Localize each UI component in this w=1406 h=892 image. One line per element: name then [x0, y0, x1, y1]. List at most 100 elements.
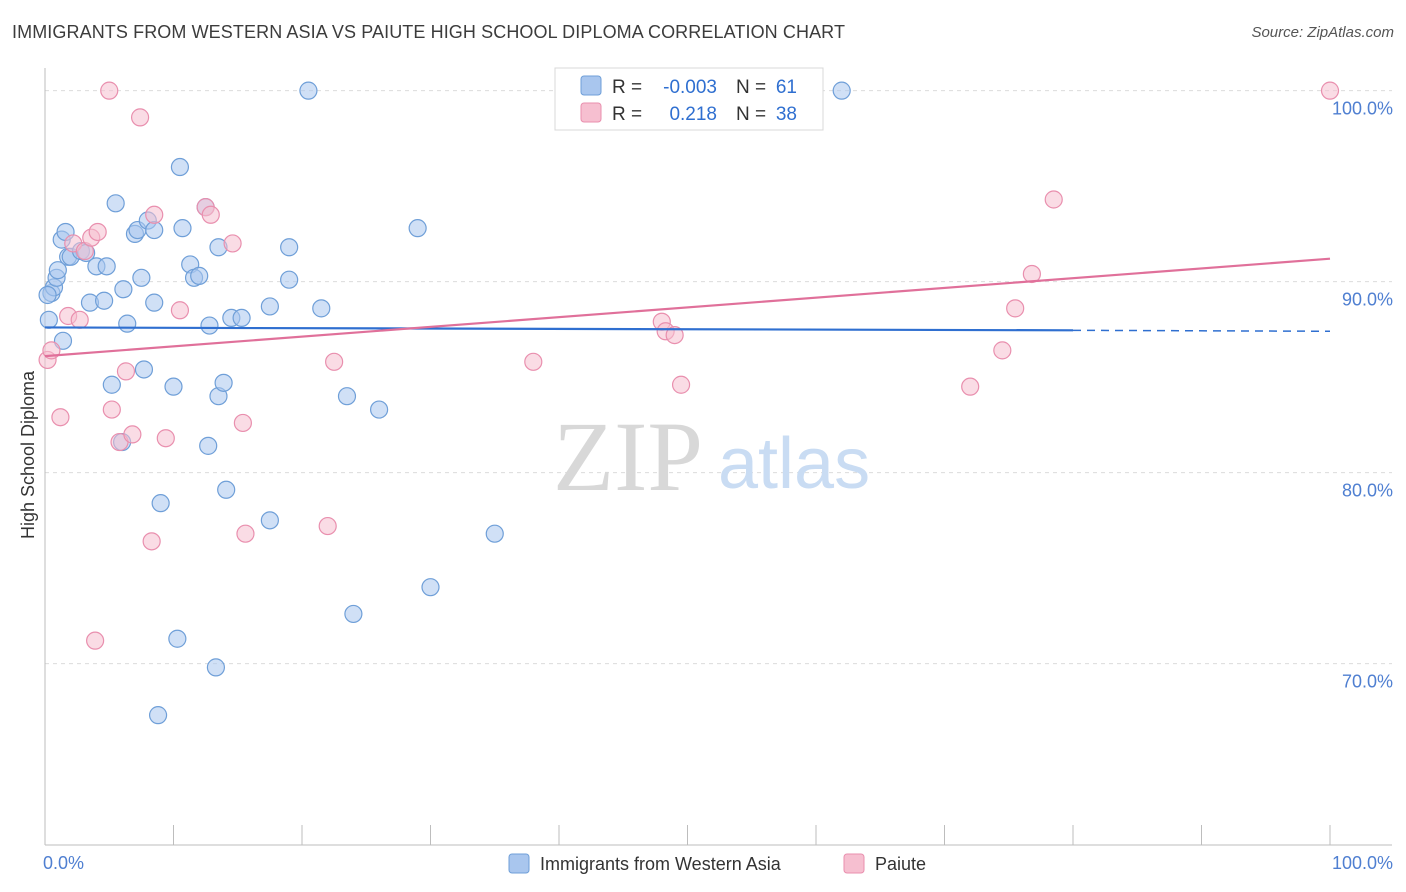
point-paiute	[70, 310, 89, 329]
point-western-asia	[832, 81, 851, 100]
point-paiute	[318, 516, 337, 536]
point-western-asia	[370, 400, 389, 419]
x-tick-label: 100.0%	[1332, 853, 1393, 873]
trend-line-western-asia	[44, 326, 1074, 332]
chart-title: IMMIGRANTS FROM WESTERN ASIA VS PAIUTE H…	[12, 22, 846, 42]
source-label: Source: ZipAtlas.com	[1251, 24, 1394, 41]
point-paiute	[961, 377, 980, 396]
legend-blue-swatch	[508, 853, 530, 874]
point-western-asia	[280, 270, 299, 289]
point-paiute	[156, 429, 175, 448]
point-western-asia	[217, 480, 236, 499]
legend: Immigrants from Western Asia Paiute	[508, 853, 926, 874]
point-paiute	[1022, 264, 1041, 284]
legend-pink-label: Paiute	[875, 854, 926, 874]
y-axis-label: High School Diploma	[18, 370, 38, 539]
watermark-atlas: atlas	[718, 424, 870, 504]
y-tick-label: 90.0%	[1342, 290, 1393, 310]
point-paiute	[1006, 299, 1025, 318]
point-paiute	[170, 301, 190, 320]
stats-box: R = -0.003 N = 61 R = 0.218 N = 38	[554, 67, 824, 131]
point-western-asia	[48, 261, 67, 280]
point-western-asia	[232, 308, 251, 328]
point-western-asia	[173, 219, 192, 238]
point-paiute	[86, 631, 105, 650]
stats-pink-r-value: 0.218	[669, 104, 717, 125]
point-western-asia	[421, 578, 440, 597]
point-western-asia	[260, 297, 279, 316]
y-tick-label: 70.0%	[1342, 672, 1393, 692]
point-paiute	[233, 413, 252, 433]
point-western-asia	[145, 293, 164, 312]
point-paiute	[993, 341, 1012, 360]
point-western-asia	[299, 81, 318, 100]
point-western-asia	[148, 706, 168, 725]
legend-pink-swatch	[843, 853, 865, 874]
point-western-asia	[200, 316, 219, 335]
x-tick-labels: 0.0% 100.0%	[43, 853, 1393, 873]
stats-blue-r-label: R =	[612, 77, 642, 98]
y-tick-label: 80.0%	[1342, 481, 1393, 501]
point-western-asia	[168, 629, 187, 648]
gridlines	[45, 90, 1392, 665]
watermark-zip: ZIP	[553, 401, 703, 512]
point-western-asia	[214, 373, 233, 392]
point-paiute	[201, 205, 220, 224]
point-western-asia	[106, 194, 125, 213]
point-paiute	[665, 325, 684, 345]
stats-pink-r-label: R =	[612, 104, 642, 125]
point-western-asia	[164, 377, 183, 396]
axes	[44, 68, 1392, 846]
point-paiute	[325, 352, 344, 371]
point-paiute	[123, 425, 142, 444]
point-western-asia	[312, 299, 331, 318]
point-western-asia	[190, 266, 209, 285]
trend-line-western-asia-extension	[1072, 329, 1331, 333]
point-western-asia	[260, 511, 279, 530]
trend-lines	[44, 257, 1331, 358]
point-paiute	[1320, 81, 1340, 100]
y-tick-label: 100.0%	[1332, 99, 1393, 119]
stats-pink-n-label: N =	[736, 104, 766, 125]
point-western-asia	[344, 604, 363, 624]
point-paiute	[236, 524, 255, 543]
point-western-asia	[134, 360, 154, 379]
point-paiute	[1044, 190, 1063, 209]
point-western-asia	[38, 285, 57, 305]
x-tick-label: 0.0%	[43, 853, 84, 873]
point-western-asia	[95, 291, 114, 310]
stats-blue-n-label: N =	[736, 77, 766, 98]
point-western-asia	[114, 280, 133, 299]
point-western-asia	[408, 219, 427, 238]
point-western-asia	[118, 314, 137, 333]
point-paiute	[130, 108, 150, 127]
stats-pink-swatch	[580, 102, 602, 123]
point-western-asia	[39, 310, 58, 329]
point-western-asia	[151, 494, 170, 513]
point-western-asia	[102, 375, 121, 394]
point-paiute	[145, 205, 164, 224]
point-paiute	[88, 222, 107, 242]
legend-blue-label: Immigrants from Western Asia	[540, 854, 782, 874]
point-western-asia	[199, 436, 218, 455]
point-western-asia	[206, 658, 226, 677]
point-western-asia	[132, 268, 151, 287]
point-paiute	[223, 234, 242, 253]
stats-pink-n-value: 38	[776, 104, 797, 125]
stats-blue-r-value: -0.003	[663, 77, 717, 98]
stats-blue-n-value: 61	[776, 77, 797, 98]
point-paiute	[100, 81, 119, 100]
series-immigrants-western-asia	[38, 81, 851, 725]
point-paiute	[102, 400, 121, 419]
stats-blue-swatch	[580, 75, 602, 96]
point-western-asia	[337, 387, 357, 406]
point-paiute	[671, 375, 691, 394]
series-paiute	[38, 81, 1340, 650]
point-paiute	[142, 532, 161, 551]
watermark: ZIP atlas	[553, 401, 870, 512]
point-western-asia	[485, 524, 504, 543]
point-western-asia	[280, 238, 299, 257]
point-western-asia	[145, 220, 164, 240]
y-tick-labels: 70.0% 80.0% 90.0% 100.0%	[1332, 99, 1393, 692]
